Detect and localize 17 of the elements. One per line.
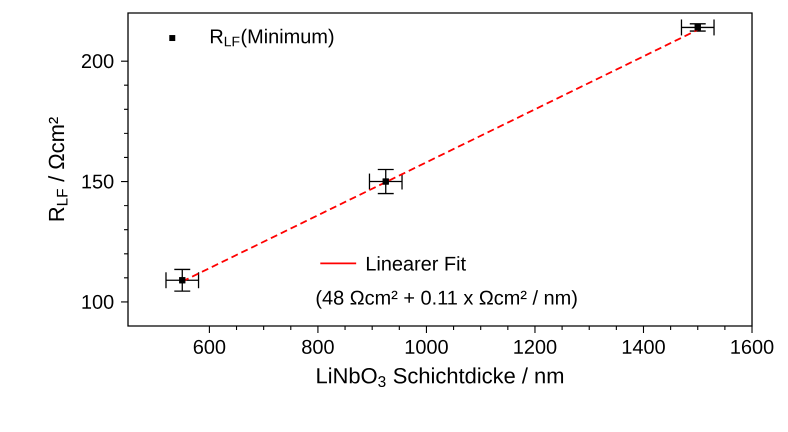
point bbox=[179, 277, 186, 284]
y-tick-label: 200 bbox=[82, 54, 114, 68]
y-axis-title: R$_{LF}$ / Ωcm² bbox=[48, 117, 68, 220]
x-tick-label: 1400 bbox=[622, 340, 665, 354]
x-axis-title: LiNbO$_{3}$ Schichtdicke / nm bbox=[317, 367, 564, 388]
legend-label: Linearer Fit bbox=[366, 256, 466, 271]
x-tick-label: 600 bbox=[194, 340, 226, 354]
y-tick-label: 100 bbox=[82, 294, 114, 309]
x-tick-label: 800 bbox=[302, 340, 334, 354]
x-tick-label: 1200 bbox=[514, 340, 556, 354]
legend-label: R$_{LF}$(Minimum) bbox=[210, 28, 334, 48]
point bbox=[694, 24, 701, 31]
point bbox=[382, 178, 389, 185]
x-tick-label: 1600 bbox=[731, 340, 774, 354]
x-tick-label: 1000 bbox=[406, 340, 448, 354]
annotation: (48 Ωcm² + 0.11 x Ωcm² / nm) bbox=[316, 290, 577, 309]
y-tick-label: 150 bbox=[82, 174, 114, 189]
